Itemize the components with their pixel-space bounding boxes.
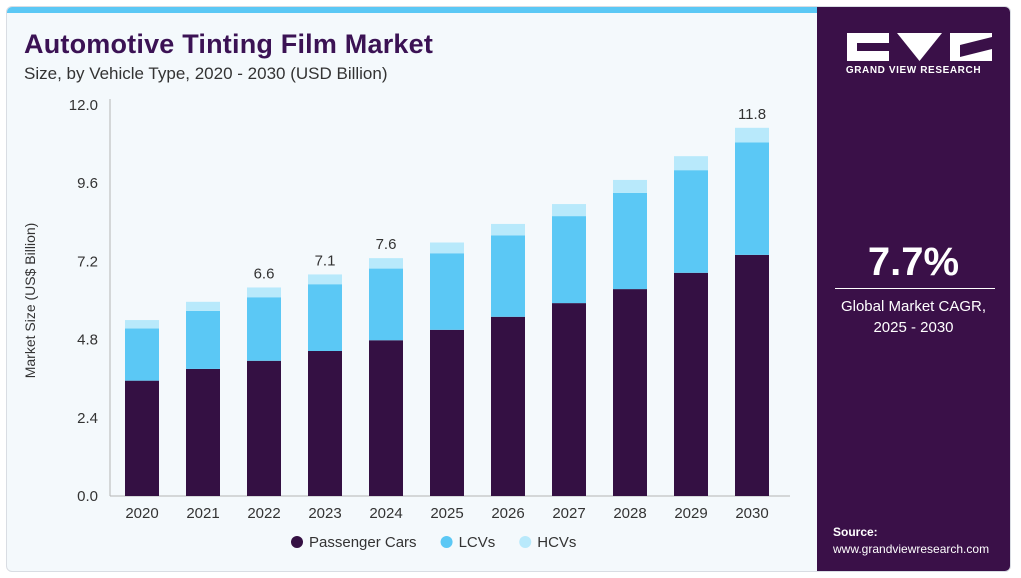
bar-segment-hcvs	[369, 258, 403, 269]
bar-segment-hcvs	[125, 320, 159, 329]
sidebar-panel: GRAND VIEW RESEARCH 7.7% Global Market C…	[817, 7, 1010, 571]
x-tick-label: 2030	[735, 505, 768, 522]
source-label: Source:	[833, 525, 878, 539]
legend-label: HCVs	[537, 534, 576, 551]
bar-segment-hcvs	[430, 242, 464, 254]
x-tick-label: 2020	[125, 505, 158, 522]
bar-segment-lcvs	[552, 216, 586, 304]
x-tick-label: 2025	[430, 505, 463, 522]
bar-segment-lcvs	[247, 297, 281, 361]
data-label: 7.1	[315, 252, 336, 269]
bar-segment-passenger-cars	[125, 380, 159, 496]
x-tick-label: 2029	[674, 505, 707, 522]
bar-segment-passenger-cars	[552, 303, 586, 496]
bar-segment-hcvs	[735, 127, 769, 143]
bar-segment-lcvs	[674, 170, 708, 273]
bar-segment-passenger-cars	[430, 329, 464, 496]
bar-segment-lcvs	[186, 310, 220, 369]
cagr-label: Global Market CAGR, 2025 - 2030	[817, 296, 1010, 338]
legend-marker-lcvs	[440, 536, 453, 548]
bar-segment-passenger-cars	[369, 340, 403, 496]
bar-segment-lcvs	[308, 284, 342, 352]
infographic-card: Automotive Tinting Film Market Size, by …	[6, 6, 1011, 572]
bar-segment-lcvs	[430, 253, 464, 330]
bar-segment-passenger-cars	[674, 272, 708, 496]
cagr-divider	[835, 288, 995, 289]
bar-segment-hcvs	[674, 156, 708, 171]
bar-segment-lcvs	[369, 268, 403, 341]
chart-subtitle: Size, by Vehicle Type, 2020 - 2030 (USD …	[24, 64, 388, 83]
x-tick-label: 2022	[247, 505, 280, 522]
x-tick-label: 2028	[613, 505, 646, 522]
bar-segment-lcvs	[491, 235, 525, 317]
cagr-label-line-1: Global Market CAGR,	[840, 298, 987, 315]
cagr-label-line-2: 2025 - 2030	[873, 319, 954, 336]
bar-segment-hcvs	[491, 223, 525, 236]
y-tick-label: 7.2	[77, 253, 98, 270]
bar-segment-passenger-cars	[491, 316, 525, 496]
bar-segment-lcvs	[735, 142, 769, 255]
legend-marker-passenger-cars	[291, 536, 303, 548]
legend-label: LCVs	[459, 534, 496, 551]
bar-segment-hcvs	[308, 274, 342, 285]
y-tick-label: 0.0	[77, 488, 98, 505]
x-tick-label: 2021	[186, 505, 219, 522]
cagr-value: 7.7%	[867, 240, 960, 284]
bar-segment-hcvs	[613, 179, 647, 193]
x-tick-label: 2026	[491, 505, 524, 522]
top-accent-bar	[7, 7, 817, 13]
grand-view-research-logo-icon	[847, 33, 992, 61]
stacked-bar-chart: 0.0 2.4 4.8 7.2 9.6 12.0 Market Size (US$ Bill…	[22, 97, 790, 551]
data-label: 7.6	[376, 236, 397, 253]
bar-segment-passenger-cars	[247, 360, 281, 496]
data-label: 11.8	[738, 106, 766, 123]
y-tick-label: 2.4	[77, 410, 98, 427]
bar-segment-passenger-cars	[735, 254, 769, 496]
legend-marker-hcvs	[519, 536, 532, 548]
bar-segment-lcvs	[125, 328, 159, 381]
bar-segment-lcvs	[613, 192, 647, 290]
data-label: 6.6	[254, 265, 275, 282]
x-tick-label: 2023	[308, 505, 341, 522]
bar-segment-passenger-cars	[186, 368, 220, 496]
bar-segment-hcvs	[247, 287, 281, 298]
source-link[interactable]: www.grandviewresearch.com	[833, 542, 990, 556]
y-axis-title: Market Size (US$ Billion)	[22, 223, 38, 379]
y-tick-label: 4.8	[77, 332, 98, 349]
bar-segment-hcvs	[186, 301, 220, 311]
bar-segment-passenger-cars	[613, 289, 647, 496]
x-tick-label: 2024	[369, 505, 402, 522]
bar-segment-passenger-cars	[308, 351, 342, 496]
y-tick-label: 12.0	[69, 97, 98, 114]
legend-label: Passenger Cars	[309, 534, 417, 551]
x-tick-label: 2027	[552, 505, 585, 522]
y-tick-label: 9.6	[77, 175, 98, 192]
chart-title: Automotive Tinting Film Market	[24, 29, 434, 59]
bar-segment-hcvs	[552, 204, 586, 217]
brand-name: GRAND VIEW RESEARCH	[845, 65, 982, 76]
